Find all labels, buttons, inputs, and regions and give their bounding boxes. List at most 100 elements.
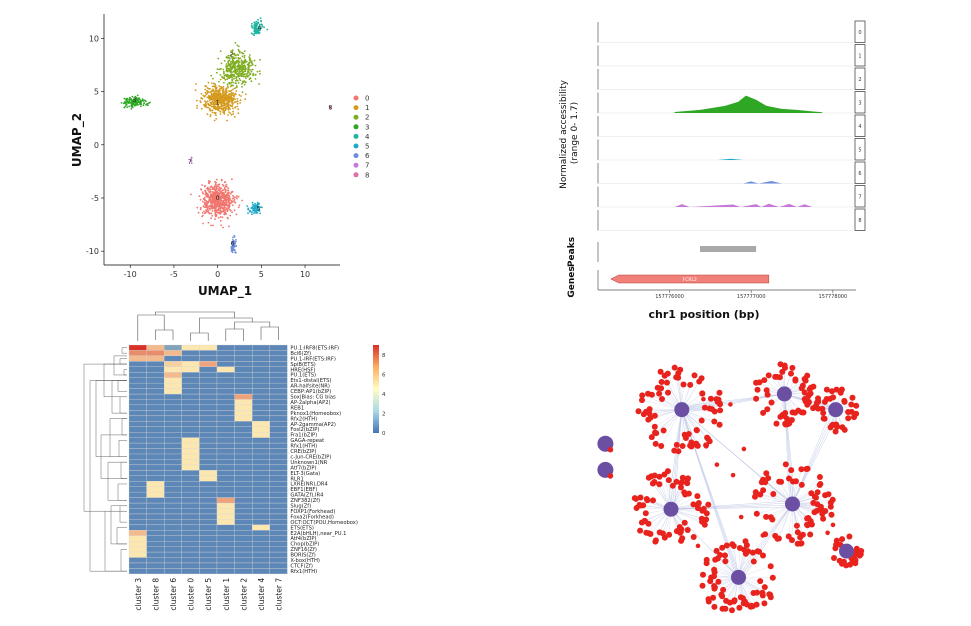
heatmap-cell bbox=[234, 432, 253, 438]
umap-point bbox=[235, 71, 238, 73]
umap-point bbox=[230, 92, 233, 94]
umap-point bbox=[133, 101, 136, 104]
umap-point bbox=[253, 24, 256, 26]
umap-point bbox=[246, 205, 249, 207]
coverage-tracks: 0 1 2 3 4 5 6 7 8 bbox=[597, 20, 866, 231]
umap-point bbox=[240, 75, 243, 77]
umap-point bbox=[223, 74, 226, 77]
umap-point bbox=[236, 53, 239, 56]
umap-point bbox=[140, 105, 142, 108]
heatmap-cell bbox=[164, 481, 182, 487]
network-node bbox=[698, 375, 705, 382]
heatmap-cell bbox=[181, 513, 200, 520]
heatmap-row-label: PU.1-IRF(ETS:IRF) bbox=[290, 356, 336, 362]
heatmap-cell bbox=[128, 530, 147, 536]
heatmap-cell bbox=[146, 366, 165, 373]
umap-point bbox=[220, 87, 223, 90]
umap-y-tick-label: 0 bbox=[94, 141, 99, 150]
heatmap-cell bbox=[269, 470, 288, 476]
umap-point bbox=[233, 116, 236, 118]
network-node bbox=[848, 401, 855, 408]
umap-point bbox=[229, 199, 231, 202]
umap-point bbox=[219, 209, 222, 212]
network-node bbox=[839, 424, 846, 431]
network-node bbox=[820, 515, 827, 522]
network-node bbox=[753, 379, 760, 386]
heatmap-cell bbox=[164, 475, 182, 482]
umap-point bbox=[216, 203, 219, 206]
heatmap-cell bbox=[199, 355, 218, 362]
umap-point bbox=[216, 201, 219, 204]
umap-legend-swatch bbox=[353, 95, 359, 101]
umap-point bbox=[249, 73, 252, 76]
umap-point bbox=[229, 214, 232, 217]
heatmap-cell bbox=[164, 459, 182, 465]
heatmap-cell bbox=[216, 470, 235, 476]
umap-point bbox=[238, 94, 241, 96]
umap-point bbox=[220, 85, 222, 88]
network-node bbox=[705, 598, 712, 605]
network-node bbox=[714, 555, 721, 562]
umap-point bbox=[241, 83, 243, 85]
umap-point bbox=[232, 113, 235, 115]
coverage-track-strip bbox=[854, 185, 866, 208]
umap-point bbox=[257, 27, 260, 30]
heatmap-cell bbox=[181, 355, 200, 362]
heatmap-cell bbox=[199, 513, 218, 520]
umap-point bbox=[229, 90, 232, 92]
heatmap-cell bbox=[128, 350, 147, 356]
umap-point bbox=[240, 59, 243, 61]
umap-point bbox=[199, 206, 202, 209]
network-node bbox=[690, 534, 697, 540]
umap-point bbox=[218, 96, 221, 99]
heatmap-row-label: ETS(ETS) bbox=[290, 525, 314, 531]
heatmap-cell bbox=[234, 372, 253, 378]
umap-point bbox=[235, 85, 238, 87]
heatmap-cell bbox=[199, 557, 218, 564]
network-edge bbox=[792, 408, 835, 505]
dendrogram-branch bbox=[234, 321, 271, 329]
heatmap-cell bbox=[269, 366, 288, 373]
heatmap-cell bbox=[234, 497, 253, 504]
heatmap-cell bbox=[216, 382, 235, 389]
umap-point bbox=[216, 190, 219, 193]
umap-point bbox=[125, 104, 128, 106]
umap-point bbox=[243, 65, 246, 68]
umap-point bbox=[244, 98, 247, 101]
network-node bbox=[792, 377, 799, 384]
heatmap-row-label: CRE(bZIP) bbox=[290, 449, 316, 455]
heatmap-cell bbox=[234, 519, 253, 526]
network-node bbox=[700, 505, 707, 512]
heatmap-row-label: EBF1(EBF) bbox=[290, 487, 317, 493]
umap-point bbox=[207, 91, 210, 93]
coverage-track-label: 5 bbox=[858, 147, 861, 153]
network-node bbox=[637, 527, 644, 534]
umap-point bbox=[223, 209, 225, 211]
heatmap-column-labels: cluster 3 cluster 8 cluster 6 cluster 0 clus… bbox=[134, 578, 284, 611]
network-node bbox=[841, 397, 848, 404]
network-node bbox=[676, 524, 683, 530]
umap-point bbox=[214, 112, 217, 114]
heatmap-cell bbox=[128, 497, 147, 504]
heatmap-row-label: REB1 bbox=[290, 405, 304, 411]
umap-point bbox=[227, 54, 230, 57]
network-node bbox=[635, 408, 642, 415]
network-node bbox=[719, 593, 726, 600]
umap-point bbox=[237, 112, 240, 115]
umap-point bbox=[145, 104, 147, 106]
umap-point bbox=[217, 188, 220, 190]
umap-x-tick-label: 5 bbox=[259, 270, 264, 279]
heatmap-row-label: FOXP1(Forkhead) bbox=[290, 509, 335, 515]
heatmap-cell bbox=[199, 377, 218, 384]
umap-point bbox=[241, 67, 244, 70]
dendrogram-branch bbox=[155, 311, 235, 318]
heatmap-cell bbox=[269, 426, 288, 433]
heatmap-colorbar-ticks: 0 2 4 6 8 bbox=[382, 353, 386, 437]
umap-point bbox=[247, 208, 250, 211]
umap-point bbox=[232, 88, 235, 91]
heatmap-cell bbox=[234, 502, 253, 509]
umap-point bbox=[224, 98, 226, 100]
heatmap-cell bbox=[128, 410, 147, 416]
heatmap-cell bbox=[252, 562, 270, 569]
umap-cluster-label: 0 bbox=[216, 195, 220, 202]
